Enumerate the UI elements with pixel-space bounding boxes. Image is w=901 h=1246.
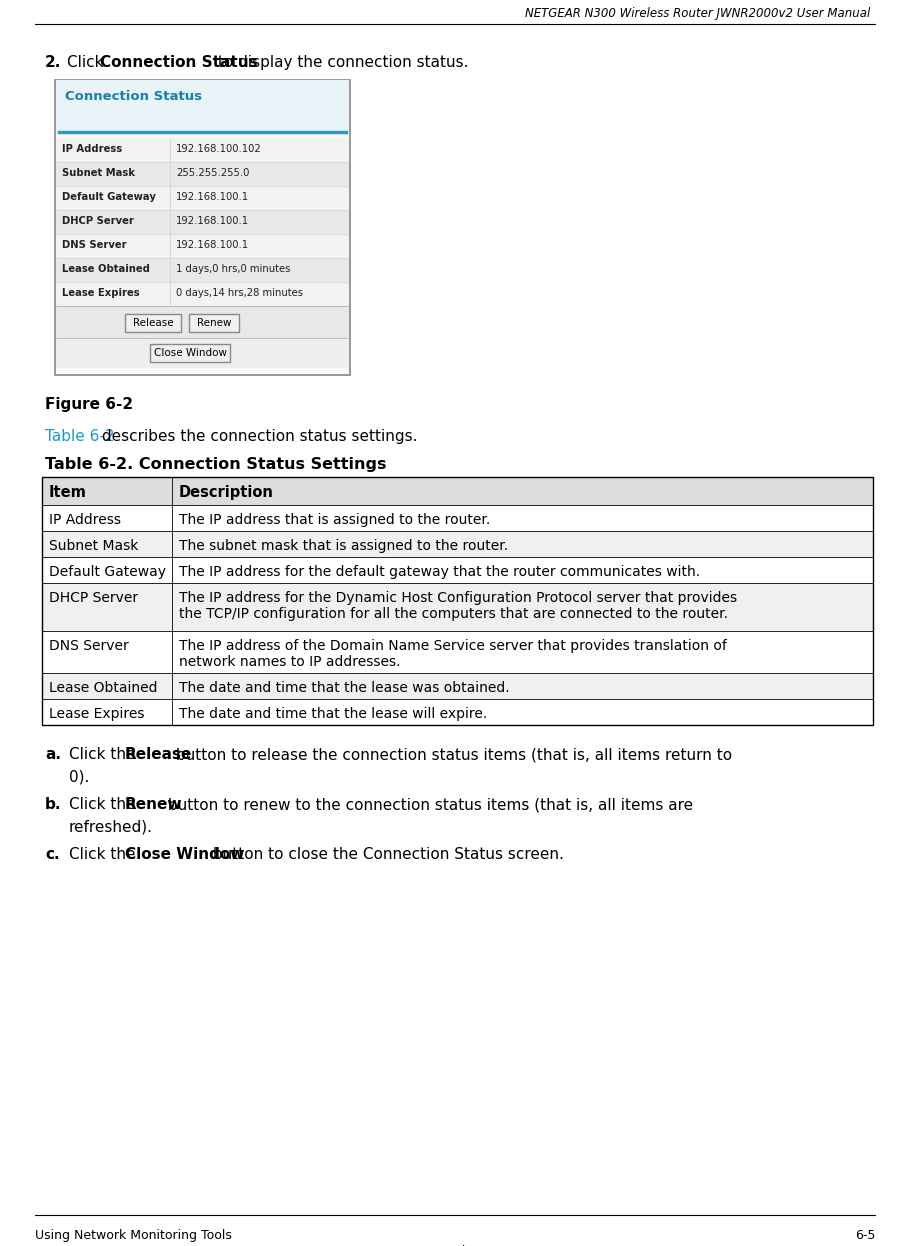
Text: 6-5: 6-5 xyxy=(855,1229,875,1242)
Text: 0).: 0). xyxy=(69,769,89,784)
Text: Renew: Renew xyxy=(196,318,232,328)
Text: NETGEAR N300 Wireless Router JWNR2000v2 User Manual: NETGEAR N300 Wireless Router JWNR2000v2 … xyxy=(524,7,870,20)
Text: IP Address: IP Address xyxy=(62,145,123,155)
Text: Click: Click xyxy=(67,55,108,70)
Text: button to close the Connection Status screen.: button to close the Connection Status sc… xyxy=(208,847,564,862)
Text: Connection Status: Connection Status xyxy=(100,55,258,70)
Bar xyxy=(56,80,349,130)
Text: to display the connection status.: to display the connection status. xyxy=(213,55,469,70)
Bar xyxy=(42,477,873,725)
Text: Item: Item xyxy=(49,485,86,500)
Bar xyxy=(56,211,349,234)
Bar xyxy=(56,258,349,282)
Text: The IP address that is assigned to the router.: The IP address that is assigned to the r… xyxy=(179,513,490,527)
Text: The date and time that the lease was obtained.: The date and time that the lease was obt… xyxy=(179,682,510,695)
Text: Lease Obtained: Lease Obtained xyxy=(49,682,158,695)
Text: button to renew to the connection status items (that is, all items are: button to renew to the connection status… xyxy=(163,797,693,812)
Text: button to release the connection status items (that is, all items return to: button to release the connection status … xyxy=(171,748,733,763)
Bar xyxy=(42,531,873,557)
Text: DHCP Server: DHCP Server xyxy=(62,216,134,226)
Text: DNS Server: DNS Server xyxy=(49,639,129,653)
Text: a.: a. xyxy=(45,748,61,763)
Bar xyxy=(42,699,873,725)
Text: 192.168.100.1: 192.168.100.1 xyxy=(176,240,249,250)
Text: 0 days,14 hrs,28 minutes: 0 days,14 hrs,28 minutes xyxy=(176,288,303,298)
Text: The IP address of the Domain Name Service server that provides translation of
ne: The IP address of the Domain Name Servic… xyxy=(179,639,727,669)
Bar xyxy=(42,583,873,630)
Text: 192.168.100.102: 192.168.100.102 xyxy=(176,145,262,155)
Bar xyxy=(56,338,349,368)
Text: Default Gateway: Default Gateway xyxy=(62,192,156,202)
Text: Renew: Renew xyxy=(125,797,183,812)
Bar xyxy=(42,557,873,583)
Text: The subnet mask that is assigned to the router.: The subnet mask that is assigned to the … xyxy=(179,540,508,553)
Bar xyxy=(56,162,349,186)
Text: The IP address for the default gateway that the router communicates with.: The IP address for the default gateway t… xyxy=(179,564,700,579)
Text: Click the: Click the xyxy=(69,847,141,862)
Text: 255.255.255.0: 255.255.255.0 xyxy=(176,168,250,178)
Text: c.: c. xyxy=(45,847,59,862)
Text: refreshed).: refreshed). xyxy=(69,819,153,834)
Text: Lease Expires: Lease Expires xyxy=(62,288,140,298)
Text: DNS Server: DNS Server xyxy=(62,240,127,250)
Bar xyxy=(42,477,873,505)
Bar xyxy=(42,630,873,673)
Bar xyxy=(56,138,349,162)
Text: describes the connection status settings.: describes the connection status settings… xyxy=(97,429,417,444)
Text: Lease Expires: Lease Expires xyxy=(49,706,144,721)
Text: DHCP Server: DHCP Server xyxy=(49,591,138,606)
Bar xyxy=(189,314,239,331)
Text: Close Window: Close Window xyxy=(125,847,244,862)
Bar xyxy=(55,80,350,375)
Bar xyxy=(56,307,349,338)
Text: Click the: Click the xyxy=(69,797,141,812)
Text: Close Window: Close Window xyxy=(153,348,226,358)
Text: Using Network Monitoring Tools: Using Network Monitoring Tools xyxy=(35,1229,232,1242)
Bar xyxy=(150,344,230,363)
Text: Figure 6-2: Figure 6-2 xyxy=(45,397,133,412)
Text: Release: Release xyxy=(125,748,193,763)
Text: Subnet Mask: Subnet Mask xyxy=(62,168,135,178)
Bar xyxy=(125,314,181,331)
Text: 192.168.100.1: 192.168.100.1 xyxy=(176,192,249,202)
Bar xyxy=(56,234,349,258)
Text: 1 days,0 hrs,0 minutes: 1 days,0 hrs,0 minutes xyxy=(176,264,290,274)
Text: Table 6-2: Table 6-2 xyxy=(45,429,114,444)
Bar xyxy=(42,505,873,531)
Text: The IP address for the Dynamic Host Configuration Protocol server that provides
: The IP address for the Dynamic Host Conf… xyxy=(179,591,737,622)
Text: b.: b. xyxy=(45,797,61,812)
Bar xyxy=(56,186,349,211)
Text: The date and time that the lease will expire.: The date and time that the lease will ex… xyxy=(179,706,487,721)
Text: Default Gateway: Default Gateway xyxy=(49,564,166,579)
Text: 2.: 2. xyxy=(45,55,61,70)
Text: Description: Description xyxy=(179,485,274,500)
Text: Lease Obtained: Lease Obtained xyxy=(62,264,150,274)
Text: Release: Release xyxy=(132,318,173,328)
Text: Click the: Click the xyxy=(69,748,141,763)
Text: Connection Status: Connection Status xyxy=(65,90,202,103)
Text: IP Address: IP Address xyxy=(49,513,121,527)
Bar xyxy=(42,673,873,699)
Bar xyxy=(56,282,349,307)
Text: Table 6-2. Connection Status Settings: Table 6-2. Connection Status Settings xyxy=(45,457,387,472)
Text: Subnet Mask: Subnet Mask xyxy=(49,540,139,553)
Text: 192.168.100.1: 192.168.100.1 xyxy=(176,216,249,226)
